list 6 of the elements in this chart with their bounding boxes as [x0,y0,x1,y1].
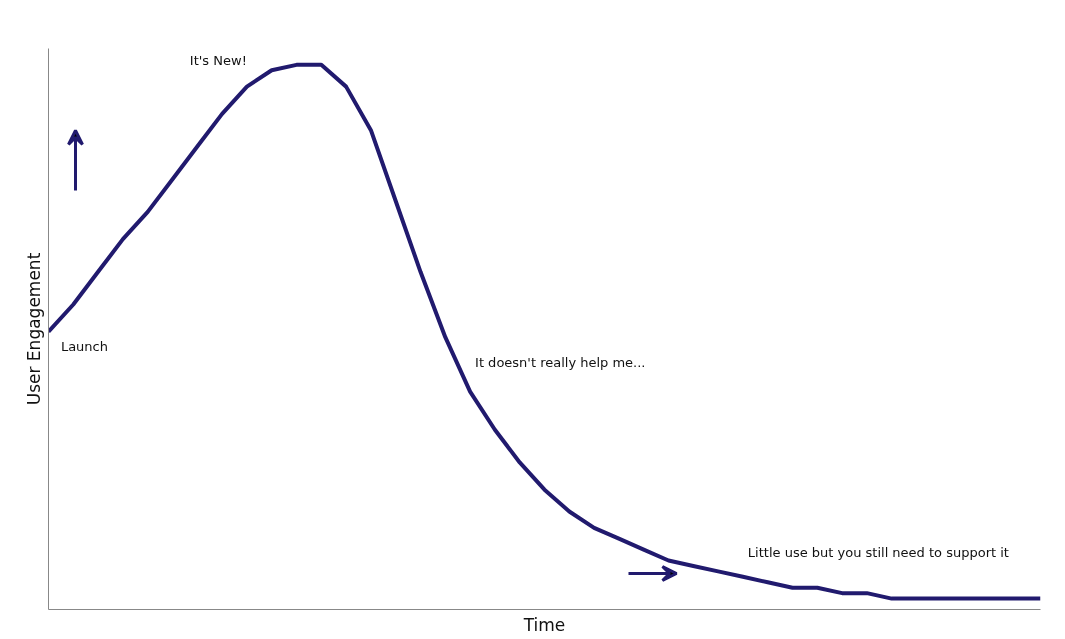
x-axis-title: Time [522,614,566,635]
annotation: It's New! [189,52,247,68]
annotation: Launch [60,338,108,354]
annotation: It doesn't really help me... [475,354,646,370]
y-axis-title: User Engagement [23,252,44,406]
annotation: Little use but you still need to support it [747,545,1009,561]
